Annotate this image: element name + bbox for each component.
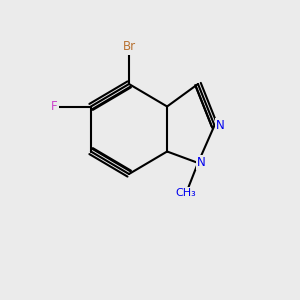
- Text: CH₃: CH₃: [176, 188, 197, 199]
- Text: Br: Br: [122, 40, 136, 53]
- Text: F: F: [51, 100, 57, 113]
- Text: N: N: [197, 156, 206, 170]
- Text: N: N: [215, 119, 224, 132]
